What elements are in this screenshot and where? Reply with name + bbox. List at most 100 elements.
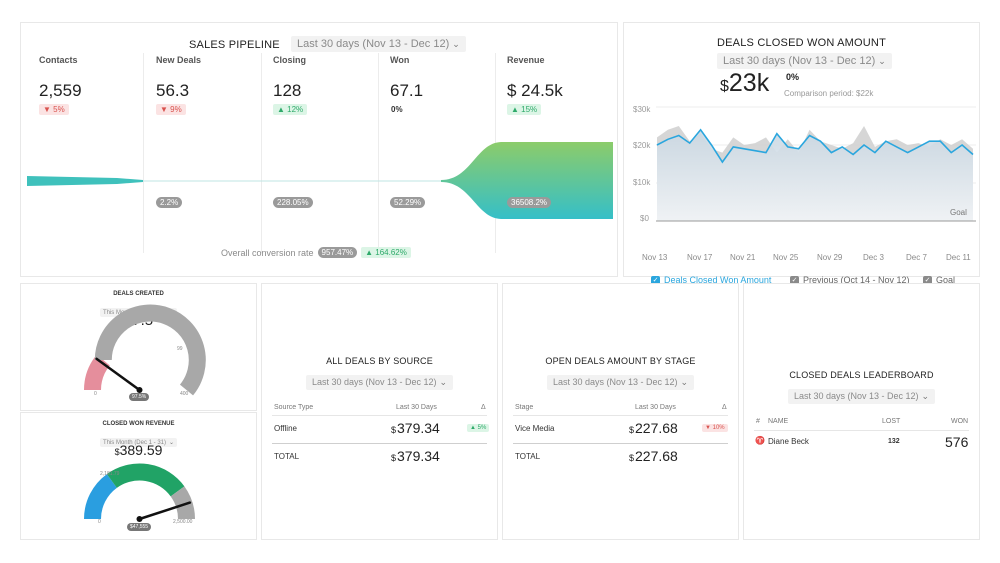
deals-by-source-period-select[interactable]: Last 30 days (Nov 13 - Dec 12) ⌄ — [305, 375, 454, 390]
column-header: NAME — [768, 418, 789, 425]
won-revenue-value: $389.59 — [21, 442, 256, 458]
won-amount-change: 0% — [786, 72, 800, 82]
leaderboard-title: CLOSED DEALS LEADERBOARD — [789, 370, 934, 380]
won-label: Won — [390, 55, 410, 65]
chevron-down-icon: ⌄ — [878, 56, 886, 66]
deals-by-source-title: ALL DEALS BY SOURCE — [326, 356, 433, 366]
column-header: WON — [951, 418, 969, 425]
source-total-value: $379.34 — [391, 448, 440, 464]
x-tick-label: Dec 3 — [863, 253, 884, 262]
column-header: Stage — [515, 404, 534, 411]
funnel-middle-line — [143, 180, 441, 182]
checkbox-checked-icon: ✓ — [651, 275, 660, 285]
gauge-tick-label: 0 — [94, 391, 97, 397]
leaderboard-period-select[interactable]: Last 30 days (Nov 13 - Dec 12) ⌄ — [787, 389, 936, 404]
funnel-contacts-segment — [27, 176, 143, 186]
divider — [143, 53, 144, 253]
gauge-tick-label: 2,500.00 — [173, 519, 193, 525]
pipeline-funnel-graphic — [27, 142, 613, 219]
won-revenue-period-select[interactable]: This Month (Dec 1 - 31) ⌄ — [99, 438, 178, 447]
x-tick-label: Dec 11 — [946, 253, 971, 262]
won-value: 67.1 — [390, 81, 424, 100]
closing-value: 128 — [273, 81, 302, 100]
gauge-tick-label: 99 — [177, 346, 183, 352]
legend-goal-toggle[interactable]: ✓ Goal — [923, 275, 955, 285]
legend-goal-label: Goal — [936, 275, 956, 285]
source-row-delta-badge: ▲ 5% — [467, 424, 490, 432]
x-tick-label: Nov 21 — [730, 253, 756, 262]
column-header: Last 30 Days — [635, 404, 676, 411]
column-header: Δ — [722, 404, 727, 411]
chevron-down-icon: ⌄ — [452, 39, 460, 49]
column-header: Δ — [481, 404, 486, 411]
won-revenue-number: 389.59 — [119, 442, 163, 458]
won-amount-widget: DEALS CLOSED WON AMOUNT Last 30 days (No… — [623, 22, 980, 285]
currency-symbol: $ — [391, 453, 397, 463]
currency-symbol: $ — [391, 425, 397, 435]
trophy-icon: ♈ — [755, 436, 765, 445]
goal-line-label: Goal — [950, 208, 967, 217]
stage-row-label: Vice Media — [515, 424, 555, 433]
series-current-area — [657, 129, 973, 221]
divider — [261, 53, 262, 253]
funnel-rate-pill: 2.2% — [156, 197, 183, 208]
gauge-arc-mid — [106, 463, 185, 497]
chevron-down-icon: ⌄ — [680, 377, 689, 387]
legend-current-label: Deals Closed Won Amount — [664, 275, 772, 285]
y-tick-label: $30k — [633, 105, 651, 114]
gauge-arc-low — [84, 354, 111, 391]
closing-delta-badge: ▲ 12% — [273, 104, 308, 115]
total-label: TOTAL — [515, 452, 541, 461]
funnel-revenue-segment — [441, 142, 613, 219]
gauge-tick-label: 400 — [180, 391, 189, 397]
funnel-rate-pill: 52.29% — [390, 197, 426, 208]
leaderboard-name: Diane Beck — [768, 437, 809, 446]
divider — [378, 53, 379, 253]
period-label: Last 30 days (Nov 13 - Dec 12) — [552, 377, 678, 387]
period-label: Last 30 days (Nov 13 - Dec 12) — [297, 38, 450, 50]
funnel-rate-pill: 228.05% — [273, 197, 313, 208]
divider — [754, 430, 969, 431]
won-amount-period-select[interactable]: Last 30 days (Nov 13 - Dec 12) ⌄ — [717, 53, 892, 69]
legend-current-toggle[interactable]: ✓ Deals Closed Won Amount — [651, 275, 771, 285]
contacts-delta-badge: ▼ 5% — [39, 104, 69, 115]
chevron-down-icon: ⌄ — [921, 391, 930, 401]
won-revenue-title: CLOSED WON REVENUE — [102, 421, 175, 427]
revenue-value: $ 24.5k — [507, 81, 563, 100]
stage-total-value: $227.68 — [629, 448, 678, 464]
deals-by-stage-period-select[interactable]: Last 30 days (Nov 13 - Dec 12) ⌄ — [546, 375, 695, 390]
legend-previous-label: Previous (Oct 14 - Nov 12) — [803, 275, 910, 285]
sales-pipeline-period-select[interactable]: Last 30 days (Nov 13 - Dec 12) ⌄ — [291, 36, 466, 52]
gauge-needle-hub — [136, 516, 143, 522]
divider — [272, 443, 487, 444]
won-revenue-gauge — [84, 463, 195, 522]
closing-label: Closing — [273, 55, 306, 65]
overall-conversion-label: Overall conversion rate — [221, 247, 314, 258]
leaderboard-lost: 132 — [888, 438, 900, 445]
new-deals-label: New Deals — [156, 55, 202, 65]
total-label: TOTAL — [274, 452, 300, 461]
legend-previous-toggle[interactable]: ✓ Previous (Oct 14 - Nov 12) — [790, 275, 910, 285]
deals-created-title: DEALS CREATED — [113, 291, 164, 297]
source-row-value: $379.34 — [391, 420, 440, 436]
gauge-arc-low — [84, 474, 118, 520]
gauge-arc-high — [94, 304, 206, 396]
x-tick-label: Nov 13 — [642, 253, 668, 262]
series-current-line — [656, 128, 974, 164]
currency-symbol: $ — [629, 453, 635, 463]
source-row-label: Offline — [274, 424, 297, 433]
currency-symbol: $ — [114, 447, 120, 457]
new-deals-delta-badge: ▼ 9% — [156, 104, 186, 115]
won-amount-comparison: Comparison period: $22k — [784, 89, 874, 98]
won-amount-value: $23k — [720, 69, 769, 98]
divider — [513, 443, 728, 444]
contacts-value: 2,559 — [39, 81, 82, 100]
deals-created-widget: DEALS CREATED This Month (Dec 1 - 31) ⌄ 9… — [20, 283, 257, 411]
sales-pipeline-title: SALES PIPELINE — [189, 39, 280, 51]
overall-conversion: Overall conversion rate 957.47% ▲ 164.62… — [221, 247, 411, 258]
period-label: Last 30 days (Nov 13 - Dec 12) — [723, 55, 876, 67]
deals-by-source-widget: ALL DEALS BY SOURCE Last 30 days (Nov 13… — [261, 283, 498, 540]
deals-by-stage-title: OPEN DEALS AMOUNT BY STAGE — [545, 356, 696, 366]
column-header: Last 30 Days — [396, 404, 437, 411]
won-amount-number: 23k — [728, 69, 770, 97]
